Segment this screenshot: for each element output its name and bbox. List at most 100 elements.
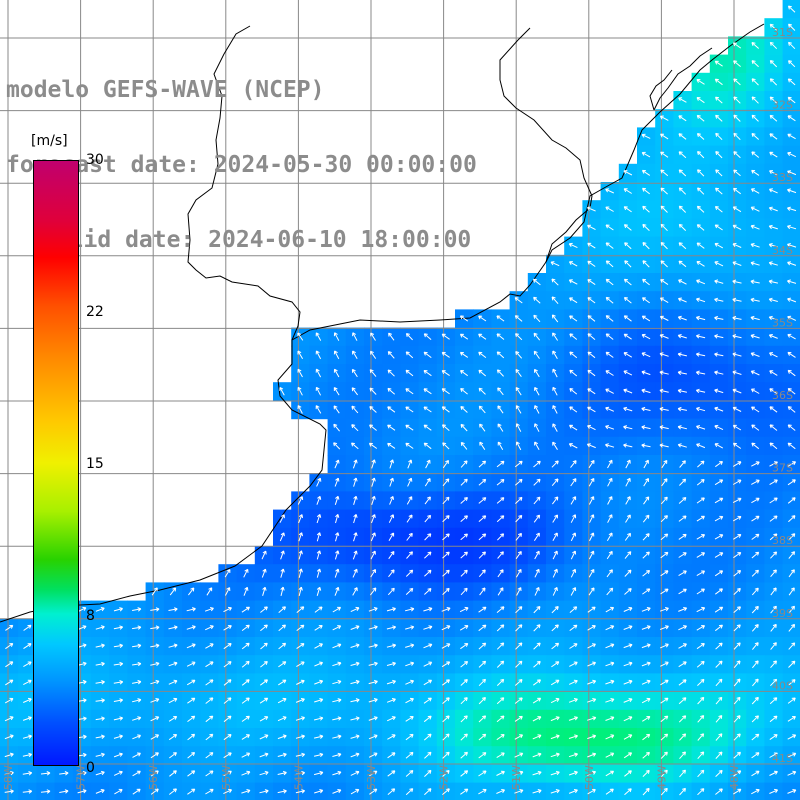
wind-arrow bbox=[386, 698, 396, 703]
wind-arrow bbox=[552, 550, 558, 560]
wind-arrow bbox=[769, 461, 778, 467]
wind-arrow bbox=[280, 586, 285, 597]
wind-arrow bbox=[423, 697, 432, 704]
wind-arrow bbox=[460, 788, 469, 795]
wind-arrow bbox=[733, 606, 741, 613]
wind-arrow bbox=[695, 334, 706, 339]
wind-arrow bbox=[642, 769, 650, 777]
wind-arrow bbox=[769, 770, 778, 776]
colorbar-tick-30: 30 bbox=[86, 152, 104, 168]
wind-arrow bbox=[659, 334, 669, 339]
wind-arrow bbox=[605, 425, 615, 430]
wind-arrow bbox=[678, 242, 687, 250]
wind-arrow bbox=[623, 661, 633, 667]
wind-arrow bbox=[605, 224, 614, 231]
wind-arrow bbox=[350, 661, 360, 667]
wind-arrow bbox=[751, 442, 760, 450]
wind-arrow bbox=[406, 532, 413, 541]
wind-arrow bbox=[496, 460, 505, 468]
wind-arrow bbox=[132, 770, 141, 777]
wind-arrow bbox=[733, 60, 741, 67]
wind-arrow bbox=[788, 515, 796, 523]
longitude-label: 50W bbox=[583, 765, 596, 790]
wind-arrow bbox=[624, 588, 632, 595]
wind-arrow bbox=[353, 495, 358, 505]
wind-arrow bbox=[660, 588, 669, 595]
wind-arrow bbox=[642, 187, 651, 195]
wind-arrow bbox=[515, 351, 523, 359]
wind-arrow bbox=[714, 352, 724, 357]
wind-arrow bbox=[168, 643, 178, 648]
wind-arrow bbox=[643, 459, 649, 469]
wind-arrow bbox=[659, 352, 669, 357]
wind-speed-cell bbox=[782, 782, 800, 800]
wind-arrow bbox=[733, 187, 741, 195]
wind-arrow bbox=[769, 388, 778, 395]
wind-arrow bbox=[533, 679, 541, 686]
wind-arrow bbox=[40, 789, 51, 794]
wind-arrow bbox=[623, 643, 633, 649]
wind-arrow bbox=[769, 734, 778, 741]
wind-arrow bbox=[333, 405, 340, 414]
wind-arrow bbox=[569, 297, 578, 304]
wind-arrow bbox=[332, 698, 342, 703]
wind-arrow bbox=[605, 698, 615, 703]
wind-arrow bbox=[350, 679, 360, 685]
wind-arrow bbox=[515, 387, 522, 396]
wind-arrow bbox=[660, 787, 668, 796]
wind-arrow bbox=[569, 624, 578, 631]
wind-arrow bbox=[660, 223, 668, 232]
wind-arrow bbox=[59, 771, 69, 776]
brazil-uruguay-border bbox=[499, 27, 593, 263]
wind-arrow bbox=[733, 78, 741, 86]
wind-arrow bbox=[769, 406, 778, 413]
wind-arrow bbox=[371, 495, 376, 505]
wind-arrow bbox=[478, 387, 486, 395]
wind-arrow bbox=[605, 278, 614, 286]
wind-arrow bbox=[353, 477, 358, 487]
wind-arrow bbox=[514, 715, 523, 722]
wind-arrow bbox=[696, 97, 705, 104]
wind-arrow bbox=[296, 606, 305, 613]
wind-arrow bbox=[696, 406, 706, 412]
wind-arrow bbox=[750, 334, 760, 339]
wind-arrow bbox=[623, 333, 632, 340]
wind-arrow bbox=[4, 789, 14, 794]
wind-arrow bbox=[769, 442, 778, 450]
wind-arrow bbox=[605, 661, 615, 667]
wind-arrow bbox=[532, 734, 542, 740]
wind-arrow bbox=[587, 424, 596, 431]
wind-arrow bbox=[660, 133, 669, 140]
wind-arrow bbox=[514, 297, 523, 304]
wind-arrow bbox=[732, 388, 742, 394]
wind-arrow bbox=[534, 405, 540, 414]
wind-arrow bbox=[423, 643, 433, 649]
wind-arrow bbox=[659, 607, 669, 612]
wind-arrow bbox=[223, 770, 232, 777]
wind-arrow bbox=[223, 679, 232, 686]
wind-arrow bbox=[787, 369, 796, 377]
wind-arrow bbox=[4, 752, 14, 758]
wind-arrow bbox=[714, 78, 723, 86]
wind-arrow bbox=[787, 461, 797, 467]
wind-arrow bbox=[298, 550, 303, 560]
wind-arrow bbox=[787, 133, 796, 140]
wind-arrow bbox=[332, 770, 342, 776]
wind-arrow bbox=[424, 788, 432, 796]
wind-arrow bbox=[77, 789, 87, 794]
wind-arrow bbox=[441, 643, 451, 649]
wind-arrow bbox=[770, 569, 777, 578]
wind-arrow bbox=[533, 606, 541, 614]
wind-arrow bbox=[659, 115, 669, 121]
wind-arrow bbox=[497, 405, 504, 414]
wind-arrow bbox=[405, 625, 415, 630]
wind-arrow bbox=[587, 643, 596, 649]
wind-arrow bbox=[770, 678, 778, 687]
wind-arrow bbox=[605, 770, 615, 777]
wind-arrow bbox=[150, 625, 160, 630]
wind-arrow bbox=[696, 515, 705, 522]
wind-arrow bbox=[751, 424, 760, 431]
wind-arrow bbox=[552, 514, 558, 523]
wind-arrow bbox=[4, 697, 14, 704]
